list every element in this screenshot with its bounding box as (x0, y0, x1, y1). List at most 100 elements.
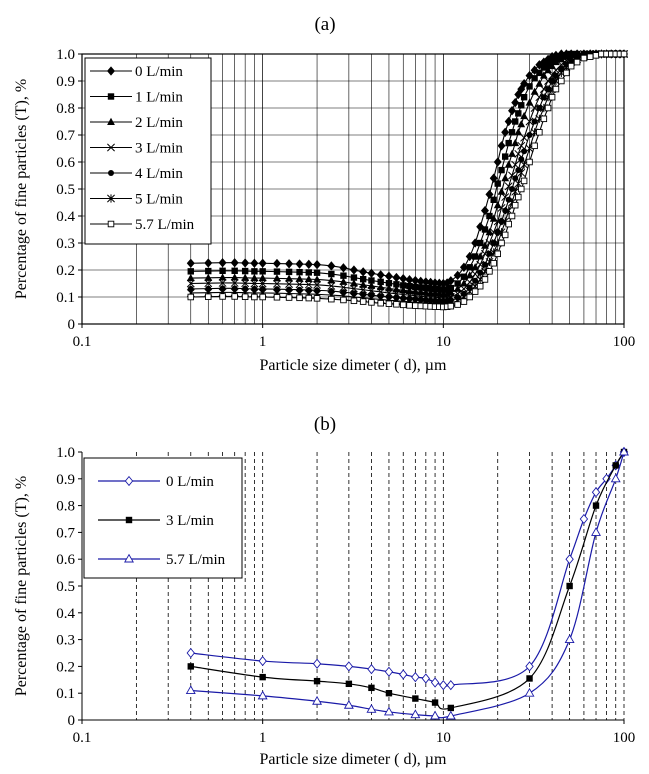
data-point (327, 261, 336, 271)
data-point (591, 527, 601, 536)
data-point (250, 273, 259, 282)
data-point (579, 513, 589, 525)
data-point (620, 50, 628, 58)
data-point (219, 267, 226, 275)
data-point (486, 268, 493, 275)
y-tick-label: 0.9 (56, 74, 75, 90)
data-point (531, 75, 538, 82)
data-point (471, 253, 479, 260)
data-point (259, 293, 266, 301)
data-point (367, 268, 376, 278)
data-point (446, 680, 455, 691)
data-point (368, 684, 375, 692)
legend-marker (107, 66, 115, 76)
y-tick-label: 0 (68, 317, 76, 333)
data-point (273, 279, 281, 288)
series-1-l-min (187, 50, 628, 293)
data-point (501, 231, 509, 239)
data-point (486, 212, 493, 220)
chart-a-legend: 0 L/min 1 L/min 2 L/min 3 L/min 4 L/min 5 L/m… (84, 57, 212, 245)
data-point (477, 239, 484, 247)
series-line (190, 451, 625, 710)
data-point (313, 275, 321, 283)
data-point (536, 105, 543, 111)
data-point (526, 132, 533, 138)
data-point (305, 294, 313, 302)
data-point (494, 250, 501, 258)
data-point (459, 262, 468, 272)
data-point (544, 61, 552, 68)
data-point (204, 279, 213, 288)
chart-a-x-ticks: 0.1 1 10 100 (73, 324, 635, 350)
data-point (511, 138, 520, 147)
series-0-l-min (186, 446, 629, 691)
data-point (250, 279, 259, 288)
data-point (525, 661, 534, 672)
data-point (471, 288, 479, 295)
data-point (305, 269, 312, 276)
data-point (490, 240, 497, 246)
legend-marker (125, 516, 133, 524)
data-point (412, 302, 419, 309)
data-point (186, 279, 195, 288)
data-point (515, 193, 522, 201)
legend-item-2-l-min: 2 L/min (90, 115, 183, 131)
data-point (447, 284, 455, 292)
data-point (512, 118, 519, 125)
data-point (412, 695, 419, 702)
data-point (250, 258, 259, 268)
data-point (328, 270, 335, 278)
data-point (350, 297, 358, 305)
data-point (186, 258, 195, 268)
y-tick-label: 1.0 (56, 445, 75, 461)
data-point (548, 57, 556, 64)
data-point (411, 672, 420, 683)
data-point (580, 54, 588, 62)
data-point (186, 647, 195, 659)
data-point (563, 69, 570, 77)
data-point (312, 695, 323, 705)
data-point (349, 284, 358, 293)
data-point (521, 148, 528, 155)
x-tick-label: 1 (259, 334, 267, 350)
data-point (399, 669, 408, 680)
data-point (185, 685, 196, 694)
data-point (480, 205, 489, 216)
chart-b-series (185, 446, 629, 720)
data-point (273, 268, 281, 275)
data-point (592, 52, 600, 59)
data-point (520, 133, 529, 142)
data-point (377, 299, 384, 307)
data-point (540, 64, 548, 71)
data-point (525, 70, 534, 81)
data-point (498, 239, 505, 247)
data-point (296, 294, 303, 302)
data-point (566, 582, 573, 590)
chart-a-y-axis-label: Percentage of fine particles (T), % (13, 79, 30, 299)
data-point (431, 285, 439, 293)
y-tick-label: 0.5 (56, 579, 75, 595)
data-point (258, 273, 267, 282)
data-point (406, 302, 413, 309)
data-point (526, 158, 533, 166)
data-point (393, 281, 400, 288)
data-point (231, 293, 238, 300)
data-point (447, 302, 455, 310)
chart-b-legend-box (83, 457, 243, 579)
data-point (218, 279, 227, 287)
data-point (187, 663, 194, 670)
data-point (518, 185, 525, 193)
data-point (517, 141, 526, 150)
data-point (498, 166, 505, 174)
data-point (508, 212, 516, 220)
data-point (412, 283, 419, 291)
data-point (481, 226, 489, 233)
series-5-7-l-min (185, 446, 629, 720)
data-point (349, 265, 358, 275)
data-point (494, 229, 501, 236)
data-point (508, 129, 516, 136)
y-tick-label: 0.1 (56, 686, 75, 702)
data-point (472, 277, 479, 284)
